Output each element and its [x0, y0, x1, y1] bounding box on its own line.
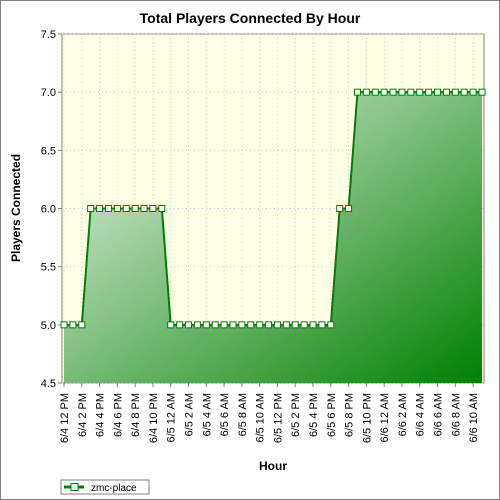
y-tick-label: 7.5 [41, 29, 56, 41]
data-point [327, 321, 335, 329]
x-tick-label: 6/5 2 PM [290, 393, 302, 437]
series-markers [60, 88, 486, 329]
data-point [220, 321, 228, 329]
chart-title: Total Players Connected By Hour [140, 10, 361, 26]
data-point [309, 321, 317, 329]
x-tick-label: 6/6 12 AM [379, 393, 391, 443]
data-point [416, 88, 424, 96]
data-point [336, 205, 344, 212]
data-point [122, 205, 130, 212]
data-point [113, 205, 121, 212]
data-point [282, 321, 290, 329]
data-point [167, 321, 175, 329]
data-point [353, 88, 361, 96]
x-tick-label: 6/5 6 PM [326, 393, 338, 437]
y-tick-label: 6.0 [41, 204, 56, 216]
data-point [176, 321, 184, 329]
data-point [96, 205, 104, 212]
data-point [238, 321, 246, 329]
data-point [434, 88, 442, 96]
legend-swatch-marker [70, 483, 79, 491]
x-tick-label: 6/6 6 AM [433, 393, 445, 436]
data-point [478, 88, 486, 96]
data-point [87, 205, 95, 212]
data-point [460, 88, 468, 96]
data-point [389, 88, 397, 96]
data-point [273, 321, 281, 329]
data-point [442, 88, 450, 96]
legend-box [60, 479, 150, 495]
x-tick-label: 6/6 10 AM [468, 393, 480, 443]
data-point [256, 321, 264, 329]
x-tick-label: 6/6 4 AM [415, 393, 427, 436]
x-tick-label: 6/6 8 AM [450, 393, 462, 436]
y-tick-label: 4.5 [41, 378, 56, 390]
data-point [362, 88, 370, 96]
data-point [291, 321, 299, 329]
legend-label: zmc-place [91, 483, 137, 494]
x-tick-label: 6/5 10 PM [361, 393, 373, 443]
y-tick-label: 5.0 [41, 320, 56, 332]
data-point [371, 88, 379, 96]
y-axis-label: Players Connected [9, 154, 23, 262]
data-point [131, 205, 139, 212]
data-point [300, 321, 308, 329]
x-tick-label: 6/5 10 AM [255, 393, 267, 443]
data-point [407, 88, 415, 96]
x-axis-label: Hour [259, 459, 287, 473]
data-point [149, 205, 157, 212]
x-tick-label: 6/5 6 AM [219, 393, 231, 436]
x-tick-label: 6/6 2 AM [397, 393, 409, 436]
data-point [211, 321, 219, 329]
x-tick-label: 6/5 4 PM [308, 393, 320, 437]
x-tick-label: 6/5 8 AM [237, 393, 249, 436]
data-point [158, 205, 166, 212]
x-tick-label: 6/5 8 PM [344, 393, 356, 437]
x-tick-label: 6/5 12 PM [272, 393, 284, 443]
data-point [318, 321, 326, 329]
x-tick-label: 6/4 8 PM [130, 393, 142, 437]
series-area-fill [64, 92, 482, 384]
data-point [185, 321, 193, 329]
data-point [193, 321, 201, 329]
data-point [451, 88, 459, 96]
x-tick-label: 6/4 12 PM [59, 393, 71, 443]
data-point [69, 321, 77, 329]
data-point [345, 205, 353, 212]
x-axis-ticks: 6/4 12 PM 6/4 2 PM 6/4 4 PM 6/4 6 PM 6/4 8 P… [59, 383, 480, 443]
x-tick-label: 6/4 4 PM [95, 393, 107, 437]
x-tick-label: 6/5 2 AM [184, 393, 196, 436]
data-point [380, 88, 388, 96]
x-tick-label: 6/4 6 PM [112, 393, 124, 437]
y-axis-ticks: 4.5 5.0 5.5 6.0 6.5 7.0 7.5 [41, 29, 62, 390]
y-tick-label: 7.0 [41, 87, 56, 99]
y-tick-label: 6.5 [41, 145, 56, 157]
data-point [202, 321, 210, 329]
x-tick-label: 6/4 10 PM [148, 393, 160, 443]
x-tick-label: 6/4 2 PM [77, 393, 89, 437]
legend: zmc-place [60, 479, 150, 495]
y-tick-label: 5.5 [41, 262, 56, 274]
x-tick-label: 6/5 4 AM [201, 393, 213, 436]
data-point [60, 321, 68, 329]
data-point [247, 321, 255, 329]
data-point [104, 205, 112, 212]
data-point [398, 88, 406, 96]
data-point [469, 88, 477, 96]
data-point [229, 321, 237, 329]
data-point [140, 205, 148, 212]
data-point [78, 321, 86, 329]
x-tick-label: 6/5 12 AM [166, 393, 178, 443]
data-point [265, 321, 273, 329]
data-point [425, 88, 433, 96]
